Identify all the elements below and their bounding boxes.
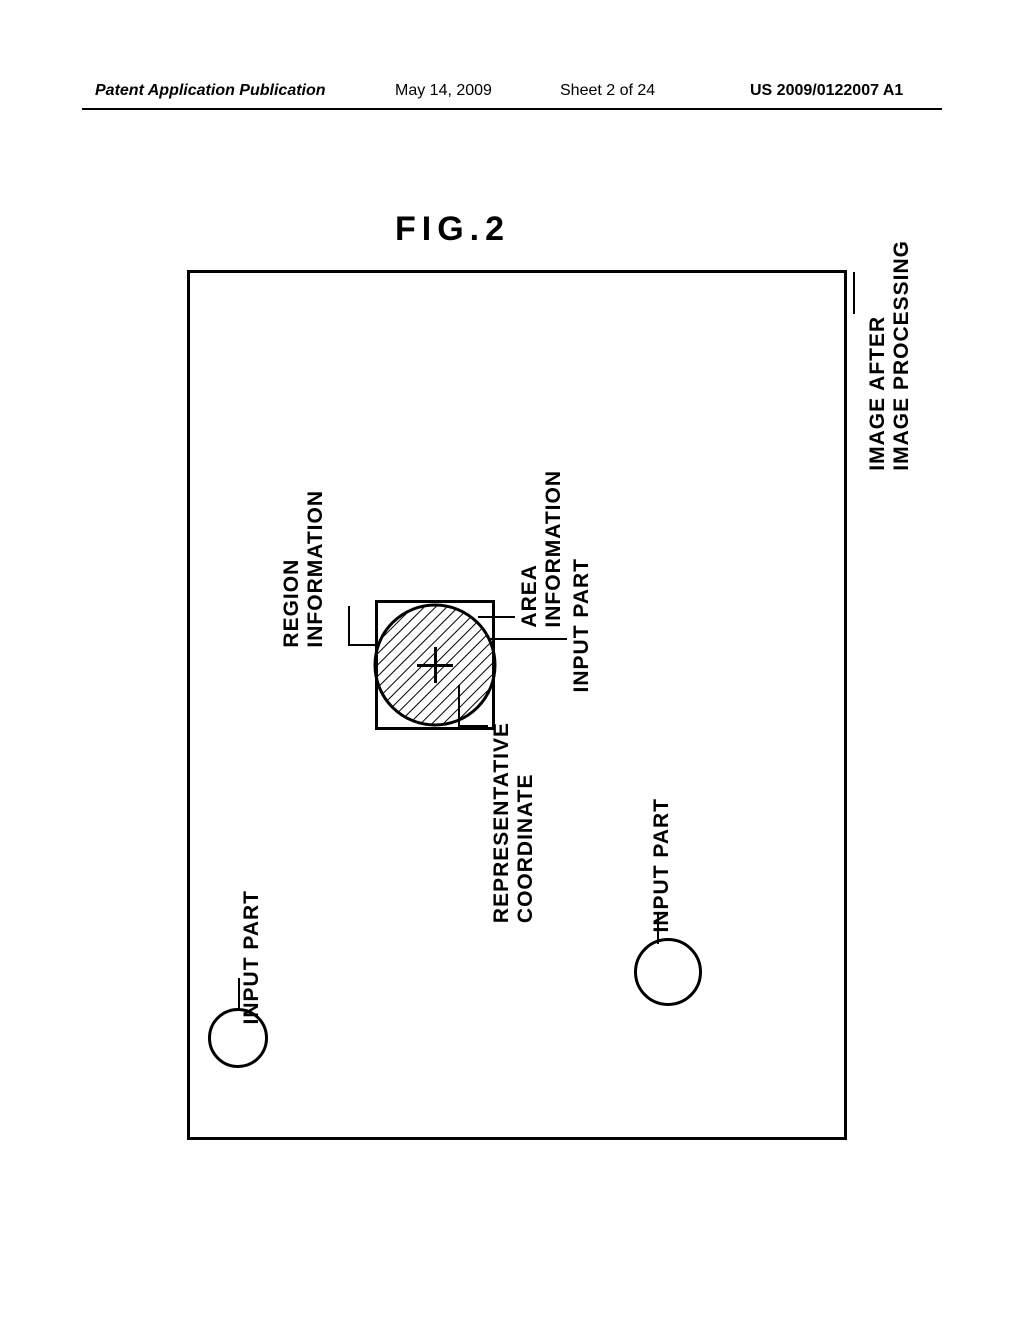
input-part-left-circle: [208, 1008, 268, 1068]
page-header: Patent Application Publication May 14, 2…: [0, 82, 1024, 110]
figure-title: FIG.2: [395, 210, 510, 249]
label-input-part-center: INPUT PART: [570, 558, 594, 692]
header-sheet: Sheet 2 of 24: [560, 82, 655, 100]
label-representative-coordinate: REPRESENTATIVE COORDINATE: [490, 722, 538, 923]
representative-coordinate-cross-v: [434, 647, 437, 683]
label-area-information: AREA INFORMATION: [518, 470, 566, 628]
leader-region-info-v: [348, 606, 350, 646]
header-left: Patent Application Publication: [95, 82, 326, 100]
label-input-part-right: INPUT PART: [650, 798, 674, 932]
input-part-right-circle: [634, 938, 702, 1006]
label-region-information: REGION INFORMATION: [280, 490, 328, 648]
figure-stage: FIG.2 IMAGE AFTER IMAGE PROCESSING REGIO…: [60, 150, 960, 1200]
header-pubno: US 2009/0122007 A1: [750, 82, 903, 100]
header-date: May 14, 2009: [395, 82, 492, 100]
label-image-after: IMAGE AFTER IMAGE PROCESSING: [866, 240, 914, 471]
label-input-part-left: INPUT PART: [240, 890, 264, 1024]
header-rule: [82, 108, 942, 110]
figure-frame: [187, 270, 847, 1140]
leader-input-center: [489, 638, 567, 640]
leader-image-after: [853, 272, 855, 314]
leader-input-left: [238, 978, 240, 1010]
